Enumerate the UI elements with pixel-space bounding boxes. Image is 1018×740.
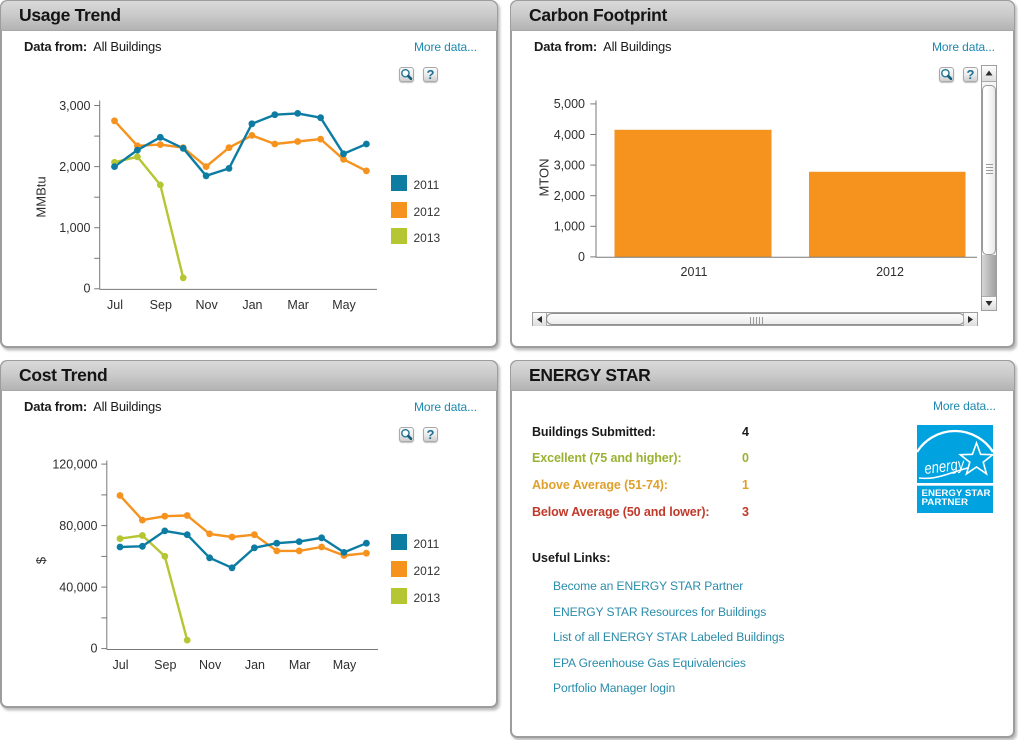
svg-text:MMBtu: MMBtu xyxy=(34,176,49,217)
svg-text:0: 0 xyxy=(578,250,585,264)
svg-text:2012: 2012 xyxy=(876,265,904,279)
svg-text:80,000: 80,000 xyxy=(59,519,97,533)
svg-text:$: $ xyxy=(34,556,49,564)
svg-text:MTON: MTON xyxy=(537,158,552,196)
svg-text:5,000: 5,000 xyxy=(554,97,585,111)
svg-text:2,000: 2,000 xyxy=(554,189,585,203)
svg-text:0: 0 xyxy=(91,641,98,655)
svg-text:40,000: 40,000 xyxy=(59,580,97,594)
svg-text:Sep: Sep xyxy=(150,298,172,312)
svg-text:2,000: 2,000 xyxy=(59,160,90,174)
svg-text:3,000: 3,000 xyxy=(554,158,585,172)
svg-text:Sep: Sep xyxy=(154,658,176,672)
svg-text:May: May xyxy=(332,298,356,312)
svg-text:Mar: Mar xyxy=(289,658,311,672)
svg-text:0: 0 xyxy=(84,282,91,296)
svg-text:Jan: Jan xyxy=(242,298,262,312)
svg-text:Jan: Jan xyxy=(245,658,265,672)
svg-text:PARTNER: PARTNER xyxy=(922,497,969,507)
svg-text:Nov: Nov xyxy=(199,658,222,672)
svg-text:Jul: Jul xyxy=(107,298,123,312)
svg-text:4,000: 4,000 xyxy=(554,128,585,142)
svg-text:120,000: 120,000 xyxy=(52,457,97,471)
svg-text:Nov: Nov xyxy=(195,298,218,312)
svg-text:Mar: Mar xyxy=(287,298,309,312)
svg-text:1,000: 1,000 xyxy=(59,221,90,235)
svg-text:2011: 2011 xyxy=(681,265,708,279)
svg-text:ENERGY STAR: ENERGY STAR xyxy=(922,488,991,498)
svg-text:1,000: 1,000 xyxy=(554,220,585,234)
svg-text:Jul: Jul xyxy=(113,658,129,672)
svg-text:3,000: 3,000 xyxy=(59,99,90,113)
svg-text:May: May xyxy=(333,658,357,672)
